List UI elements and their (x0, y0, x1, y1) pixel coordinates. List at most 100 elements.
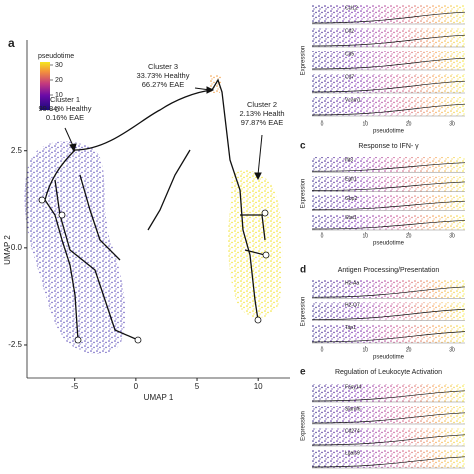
cluster-annotation: 0.16% EAE (46, 113, 84, 122)
x-tick-label: 30 (449, 121, 455, 127)
expression-dots (312, 176, 465, 192)
gene-label: Slamf6 (345, 406, 361, 412)
trend-curve (311, 162, 466, 172)
cluster-annotation: Cluster 1 (50, 95, 80, 104)
x-axis-label: pseudotime (373, 355, 405, 361)
trend-curve (311, 331, 466, 343)
y-axis-label: Expression (301, 179, 307, 209)
x-tick-label: 10 (363, 347, 369, 353)
cluster-annotation: 97.87% EAE (241, 118, 284, 127)
panel-label: c (300, 141, 306, 152)
gene-label: Ccl12 (345, 5, 358, 11)
colorbar-tick-label: 0 (55, 107, 59, 114)
gene-label: Egfr1 (345, 177, 357, 183)
cluster-annotation: 33.73% Healthy (137, 71, 190, 80)
x-tick-label: -5 (71, 382, 79, 391)
expression-dots (312, 214, 465, 230)
trend-curve (311, 57, 466, 70)
cluster-annotation: Cluster 3 (148, 62, 178, 71)
x-tick-label: 20 (406, 121, 412, 127)
gene-label: Cd2 (345, 28, 354, 34)
trend-curve (311, 390, 466, 402)
panel-label: d (300, 265, 306, 276)
expression-dots (312, 195, 465, 211)
gene-label: Cd5 (345, 51, 354, 57)
y-axis-label: UMAP 2 (3, 235, 12, 265)
trend-curve (311, 220, 466, 230)
gene-label: Cd7 (345, 74, 354, 80)
arrows (64, 86, 263, 181)
colorbar-tick-label: 10 (55, 92, 63, 99)
cluster-annotation: Cluster 2 (247, 100, 277, 109)
expression-dots (312, 324, 465, 343)
umap-panel: a (8, 36, 283, 355)
expression-dots (312, 97, 465, 116)
expression-dots (312, 384, 465, 402)
cluster-annotation: 2.13% Health (239, 109, 284, 118)
legend-title: pseudotime (38, 53, 74, 60)
x-tick-label: 30 (449, 347, 455, 353)
trend-curve (311, 434, 466, 446)
x-tick-label: 0 (134, 382, 139, 391)
x-tick-label: 0 (321, 233, 324, 239)
y-axis-label: Expression (301, 297, 307, 327)
panel-title: Antigen Processing/Presentation (338, 267, 440, 274)
gene-label: Lgals9 (345, 450, 360, 456)
expression-dots (312, 74, 465, 93)
expression-dots (312, 28, 465, 47)
trajectory (44, 78, 266, 341)
trend-curve (311, 80, 466, 93)
trend-curve (311, 34, 466, 47)
gene-label: Tap1 (345, 325, 356, 331)
y-axis-label: Expression (301, 46, 307, 76)
x-tick-label: 10 (363, 121, 369, 127)
expression-dots (312, 302, 465, 321)
colorbar-tick-label: 30 (55, 62, 63, 69)
expression-dots (312, 450, 465, 468)
trend-curve (311, 412, 466, 424)
panel-label: a (8, 36, 15, 50)
y-axis-label: Expression (301, 411, 307, 441)
panel-title: Response to IFN- γ (358, 143, 419, 150)
x-axis-label: pseudotime (373, 241, 405, 247)
trend-curve (311, 308, 466, 321)
trend-curve (311, 181, 466, 191)
panel-label: e (300, 367, 306, 378)
expression-dots (312, 280, 465, 299)
cluster-1 (24, 141, 126, 355)
colorbar (40, 62, 50, 110)
gene-label: Vcam1 (345, 97, 361, 103)
y-tick-label: 0.0 (11, 243, 23, 252)
colorbar-tick-label: 20 (55, 77, 63, 84)
cluster-annotation: 66.27% EAE (142, 80, 185, 89)
trend-curve (311, 456, 466, 468)
gene-label: H2-Q7 (345, 303, 360, 309)
gene-label: Gbp2 (345, 196, 357, 202)
x-axis-label: UMAP 1 (144, 393, 174, 402)
y-tick-label: -2.5 (8, 340, 22, 349)
x-tick-label: 0 (321, 121, 324, 127)
expression-dots (312, 406, 465, 424)
x-axis-label: pseudotime (373, 129, 405, 135)
expression-dots (312, 157, 465, 173)
trend-curve (311, 103, 466, 116)
gene-label: Fasy14 (345, 384, 362, 390)
trend-curve (311, 286, 466, 298)
x-tick-label: 10 (363, 233, 369, 239)
expression-dots (312, 5, 465, 24)
x-tick-label: 30 (449, 233, 455, 239)
gene-label: Ifit3 (345, 157, 353, 163)
cluster-annotation: 99.84% Healthy (39, 104, 92, 113)
gene-label: Stat1 (345, 215, 357, 221)
panel-title: Regulation of Leukocyte Activation (335, 369, 442, 376)
trajectory-nodes (38, 196, 270, 344)
expression-dots (312, 51, 465, 70)
x-tick-label: 20 (406, 347, 412, 353)
gene-label: Cd274 (345, 428, 360, 434)
x-tick-label: 10 (254, 382, 263, 391)
expression-dots (312, 428, 465, 446)
trend-curve (311, 200, 466, 211)
trend-curve (311, 11, 466, 24)
gene-label: H2-Aa (345, 280, 359, 286)
